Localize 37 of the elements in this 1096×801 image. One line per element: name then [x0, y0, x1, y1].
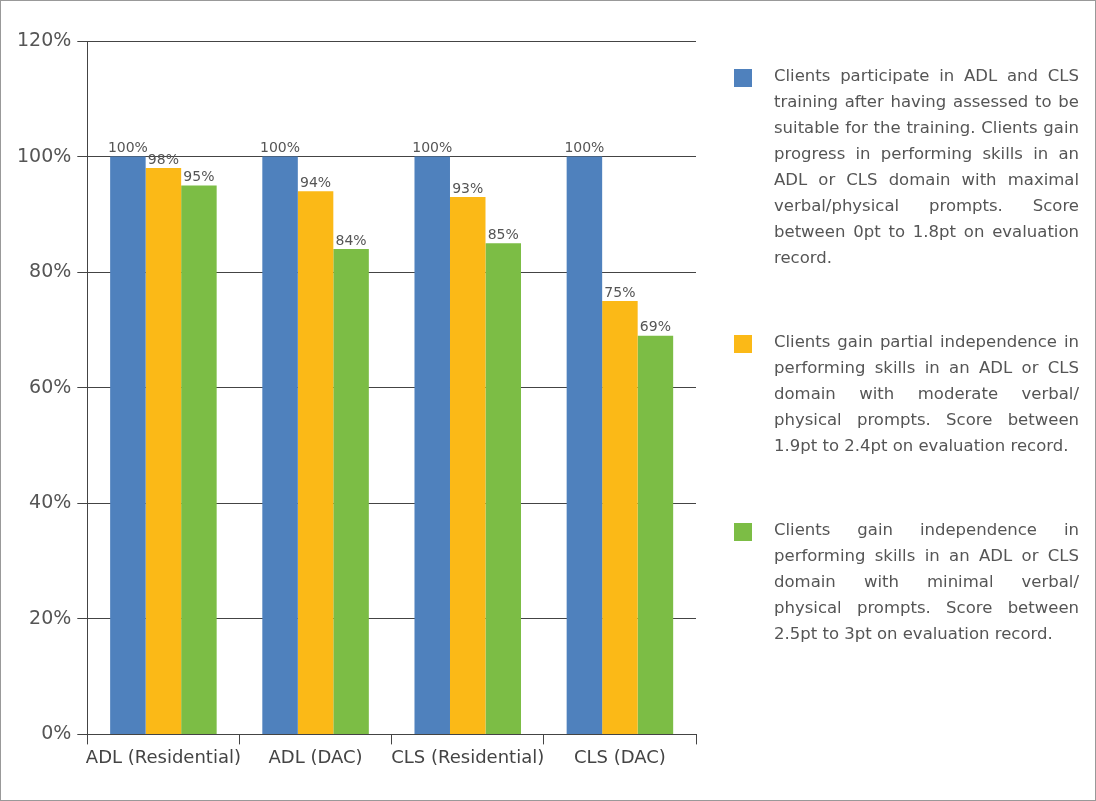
bar: [637, 335, 674, 734]
data-label: 100%: [412, 139, 453, 156]
bar: [414, 156, 450, 734]
data-label: 100%: [564, 139, 605, 156]
bar: [449, 197, 486, 734]
bar: [262, 156, 298, 734]
data-label: 84%: [335, 231, 367, 248]
bar: [333, 249, 369, 734]
data-label: 94%: [300, 173, 332, 190]
bar: [602, 301, 638, 734]
bar: [145, 168, 182, 734]
data-label: 69%: [639, 318, 671, 335]
bar: [110, 156, 146, 734]
y-tick-label: 80%: [29, 259, 72, 282]
data-label: 75%: [604, 283, 636, 300]
y-tick-label: 0%: [41, 721, 72, 744]
y-tick-label: 120%: [16, 27, 72, 50]
data-label: 100%: [260, 139, 301, 156]
data-label: 93%: [452, 179, 484, 196]
data-label: 85%: [487, 225, 519, 242]
legend-label: Clients participate in ADL and CLS training after having assessed to be suitable for the training. Clients gain progress in performing skills in an ADL or CLS domain with maximal verbal/physical prompts. Score between 0pt to 1.8pt on evaluation record.: [774, 65, 1079, 269]
y-tick-label: 60%: [29, 374, 72, 397]
x-tick-label: ADL (DAC): [268, 745, 363, 767]
data-label: 95%: [183, 168, 215, 185]
y-tick-label: 20%: [29, 605, 72, 628]
x-tick-label: ADL (Residential): [85, 745, 241, 767]
bar: [297, 191, 334, 734]
data-label: 100%: [107, 139, 148, 156]
x-tick-label: CLS (DAC): [573, 745, 666, 767]
x-tick-label: CLS (Residential): [391, 745, 545, 767]
y-tick-label: 40%: [29, 490, 72, 513]
legend-label: Clients gain independence in performing skills in an ADL or CLS domain with minimal verbal/ physical prompts. Score between 2.5pt to 3pt on evaluation record.: [774, 519, 1079, 645]
bar: [181, 185, 217, 734]
bar: [566, 156, 603, 734]
y-tick-label: 100%: [16, 143, 72, 166]
bar: [485, 243, 521, 734]
legend-label: Clients gain partial independence in performing skills in an ADL or CLS domain with moderate verbal/ physical prompts. Score between 1.9pt to 2.4pt on evaluation record.: [774, 331, 1079, 457]
